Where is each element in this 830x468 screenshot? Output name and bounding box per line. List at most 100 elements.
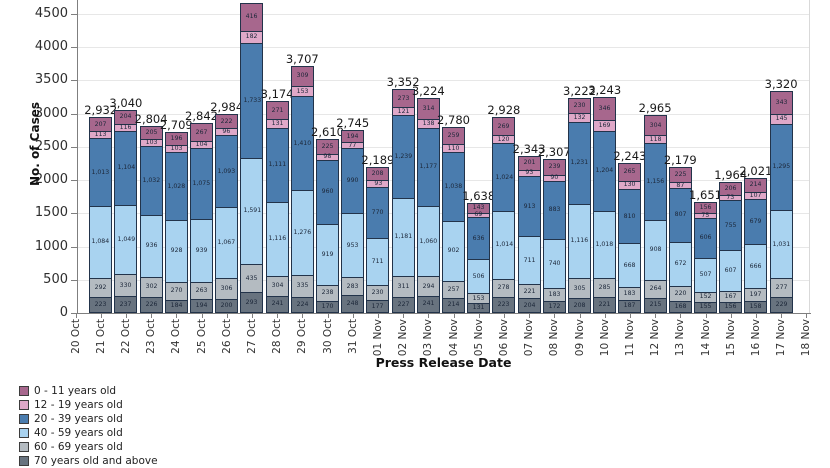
segment-value-label: 222 <box>220 117 233 125</box>
segment-value-label: 167 <box>724 292 737 300</box>
segment-value-label: 208 <box>371 170 384 178</box>
legend-item: 40 - 59 years old <box>19 426 158 440</box>
segment-value-label: 1,111 <box>268 161 286 169</box>
stacked-bar: 208 93 770 711 230 177 <box>366 166 390 313</box>
segment-value-label: 304 <box>271 282 284 290</box>
bar-segment: 1,093 <box>215 134 239 209</box>
segment-value-label: 711 <box>371 258 384 265</box>
x-axis-tick-label-text: 25 Oct <box>195 319 208 354</box>
bar-total-label: 3,224 <box>411 83 445 98</box>
bar-segment: 314 <box>416 97 440 120</box>
x-axis-tick-label: 03 Nov <box>421 319 435 356</box>
segment-value-label: 304 <box>649 121 662 129</box>
bar-total-label: 2,021 <box>739 163 773 178</box>
x-axis-tick-label: 12 Nov <box>648 319 662 356</box>
segment-value-label: 908 <box>649 246 662 254</box>
x-axis-tick <box>201 314 203 318</box>
segment-value-label: 87 <box>676 181 685 189</box>
segment-value-label: 294 <box>422 282 435 290</box>
segment-value-label: 227 <box>397 301 410 308</box>
legend-item: 12 - 19 years old <box>19 398 158 412</box>
bar-segment: 215 <box>643 297 667 313</box>
bar-segment: 87 <box>668 181 692 189</box>
stacked-bar: 265 130 810 668 183 187 <box>618 162 642 313</box>
x-axis-tick-label-text: 28 Oct <box>271 319 284 354</box>
y-axis-title-text: No. of Cases <box>28 102 42 186</box>
stacked-bar: 304 118 1,156 908 264 215 <box>643 114 667 313</box>
segment-value-label: 346 <box>598 104 611 112</box>
stacked-bar: 143 69 636 506 153 131 <box>467 203 491 313</box>
bar-segment: 293 <box>240 292 264 313</box>
segment-value-label: 1,024 <box>495 174 513 181</box>
bar-segment: 305 <box>568 277 591 300</box>
x-axis-tick-label-text: 10 Nov <box>598 319 611 357</box>
x-axis-tick-label: 01 Nov <box>371 319 385 356</box>
bar-segment: 224 <box>290 297 314 313</box>
bar-total-label: 3,222 <box>563 83 596 98</box>
x-axis-tick-label-text: 09 Nov <box>573 319 586 357</box>
segment-value-label: 311 <box>397 283 410 291</box>
bar-segment: 1,075 <box>190 147 213 221</box>
segment-value-label: 132 <box>573 114 586 122</box>
segment-value-label: 187 <box>623 302 636 310</box>
bar-segment: 200 <box>215 298 239 313</box>
segment-value-label: 1,032 <box>142 177 160 185</box>
bar-segment: 330 <box>114 274 138 298</box>
bar-segment: 1,116 <box>568 203 591 279</box>
stacked-bar: 196 103 1,028 928 270 184 <box>164 132 188 313</box>
bar-segment: 177 <box>366 300 390 313</box>
stacked-bar: 267 104 1,075 939 263 194 <box>190 123 213 313</box>
bar-segment: 75 <box>694 212 717 219</box>
bar-segment: 73 <box>719 195 743 202</box>
segment-value-label: 265 <box>623 168 636 176</box>
segment-value-label: 221 <box>523 287 536 295</box>
segment-value-label: 183 <box>623 290 636 298</box>
x-axis-tick-label-text: 01 Nov <box>371 319 384 357</box>
x-axis-tick-label: 13 Nov <box>673 319 687 356</box>
bar-segment: 913 <box>517 175 541 238</box>
segment-value-label: 755 <box>724 221 737 229</box>
segment-value-label: 1,116 <box>268 235 286 243</box>
bar-segment: 131 <box>467 303 491 313</box>
bar-segment: 711 <box>517 236 541 285</box>
segment-value-label: 302 <box>145 283 158 291</box>
bar-segment: 770 <box>366 186 390 239</box>
stacked-bar: 416 182 1,733 1,591 435 293 <box>240 3 264 313</box>
bar-total-label: 2,745 <box>336 115 370 130</box>
segment-value-label: 77 <box>348 141 357 149</box>
legend-label: 12 - 19 years old <box>34 399 123 411</box>
stacked-bar: 156 75 606 507 152 155 <box>694 202 717 313</box>
bar-segment: 259 <box>442 127 465 146</box>
x-axis-tick <box>680 314 682 318</box>
segment-value-label: 1,733 <box>243 97 261 104</box>
segment-value-label: 928 <box>170 247 183 255</box>
x-axis-tick-label-text: 26 Oct <box>220 319 233 354</box>
segment-value-label: 770 <box>371 208 384 216</box>
segment-value-label: 1,177 <box>419 163 438 171</box>
x-axis-tick-label: 21 Oct <box>94 319 108 354</box>
y-axis-tick <box>71 146 77 148</box>
segment-value-label: 230 <box>573 102 586 110</box>
bar-total-label: 2,780 <box>437 113 470 128</box>
y-axis-tick-label: 4500 <box>34 6 68 21</box>
x-axis-tick-label-text: 02 Nov <box>397 319 410 357</box>
segment-value-label: 953 <box>346 241 359 249</box>
x-axis-tick-label-text: 12 Nov <box>649 319 662 357</box>
y-axis-tick <box>71 14 77 15</box>
segment-value-label: 103 <box>170 145 183 153</box>
bar-total-label: 3,352 <box>386 75 420 90</box>
x-axis-tick <box>453 314 455 318</box>
y-axis-tick-label: 2500 <box>34 138 68 154</box>
bar-segment: 506 <box>467 259 491 295</box>
bar-segment: 229 <box>769 296 793 313</box>
y-axis-tick <box>71 246 77 248</box>
segment-value-label: 883 <box>548 206 561 214</box>
segment-value-label: 990 <box>346 177 359 185</box>
bar-total-label: 1,638 <box>462 189 496 204</box>
x-axis-tick-label-text: 17 Nov <box>775 319 788 357</box>
segment-value-label: 223 <box>497 301 510 309</box>
segment-value-label: 330 <box>119 282 132 289</box>
segment-value-label: 668 <box>623 261 636 269</box>
legend-swatch <box>19 456 29 466</box>
bar-segment: 184 <box>164 299 188 313</box>
